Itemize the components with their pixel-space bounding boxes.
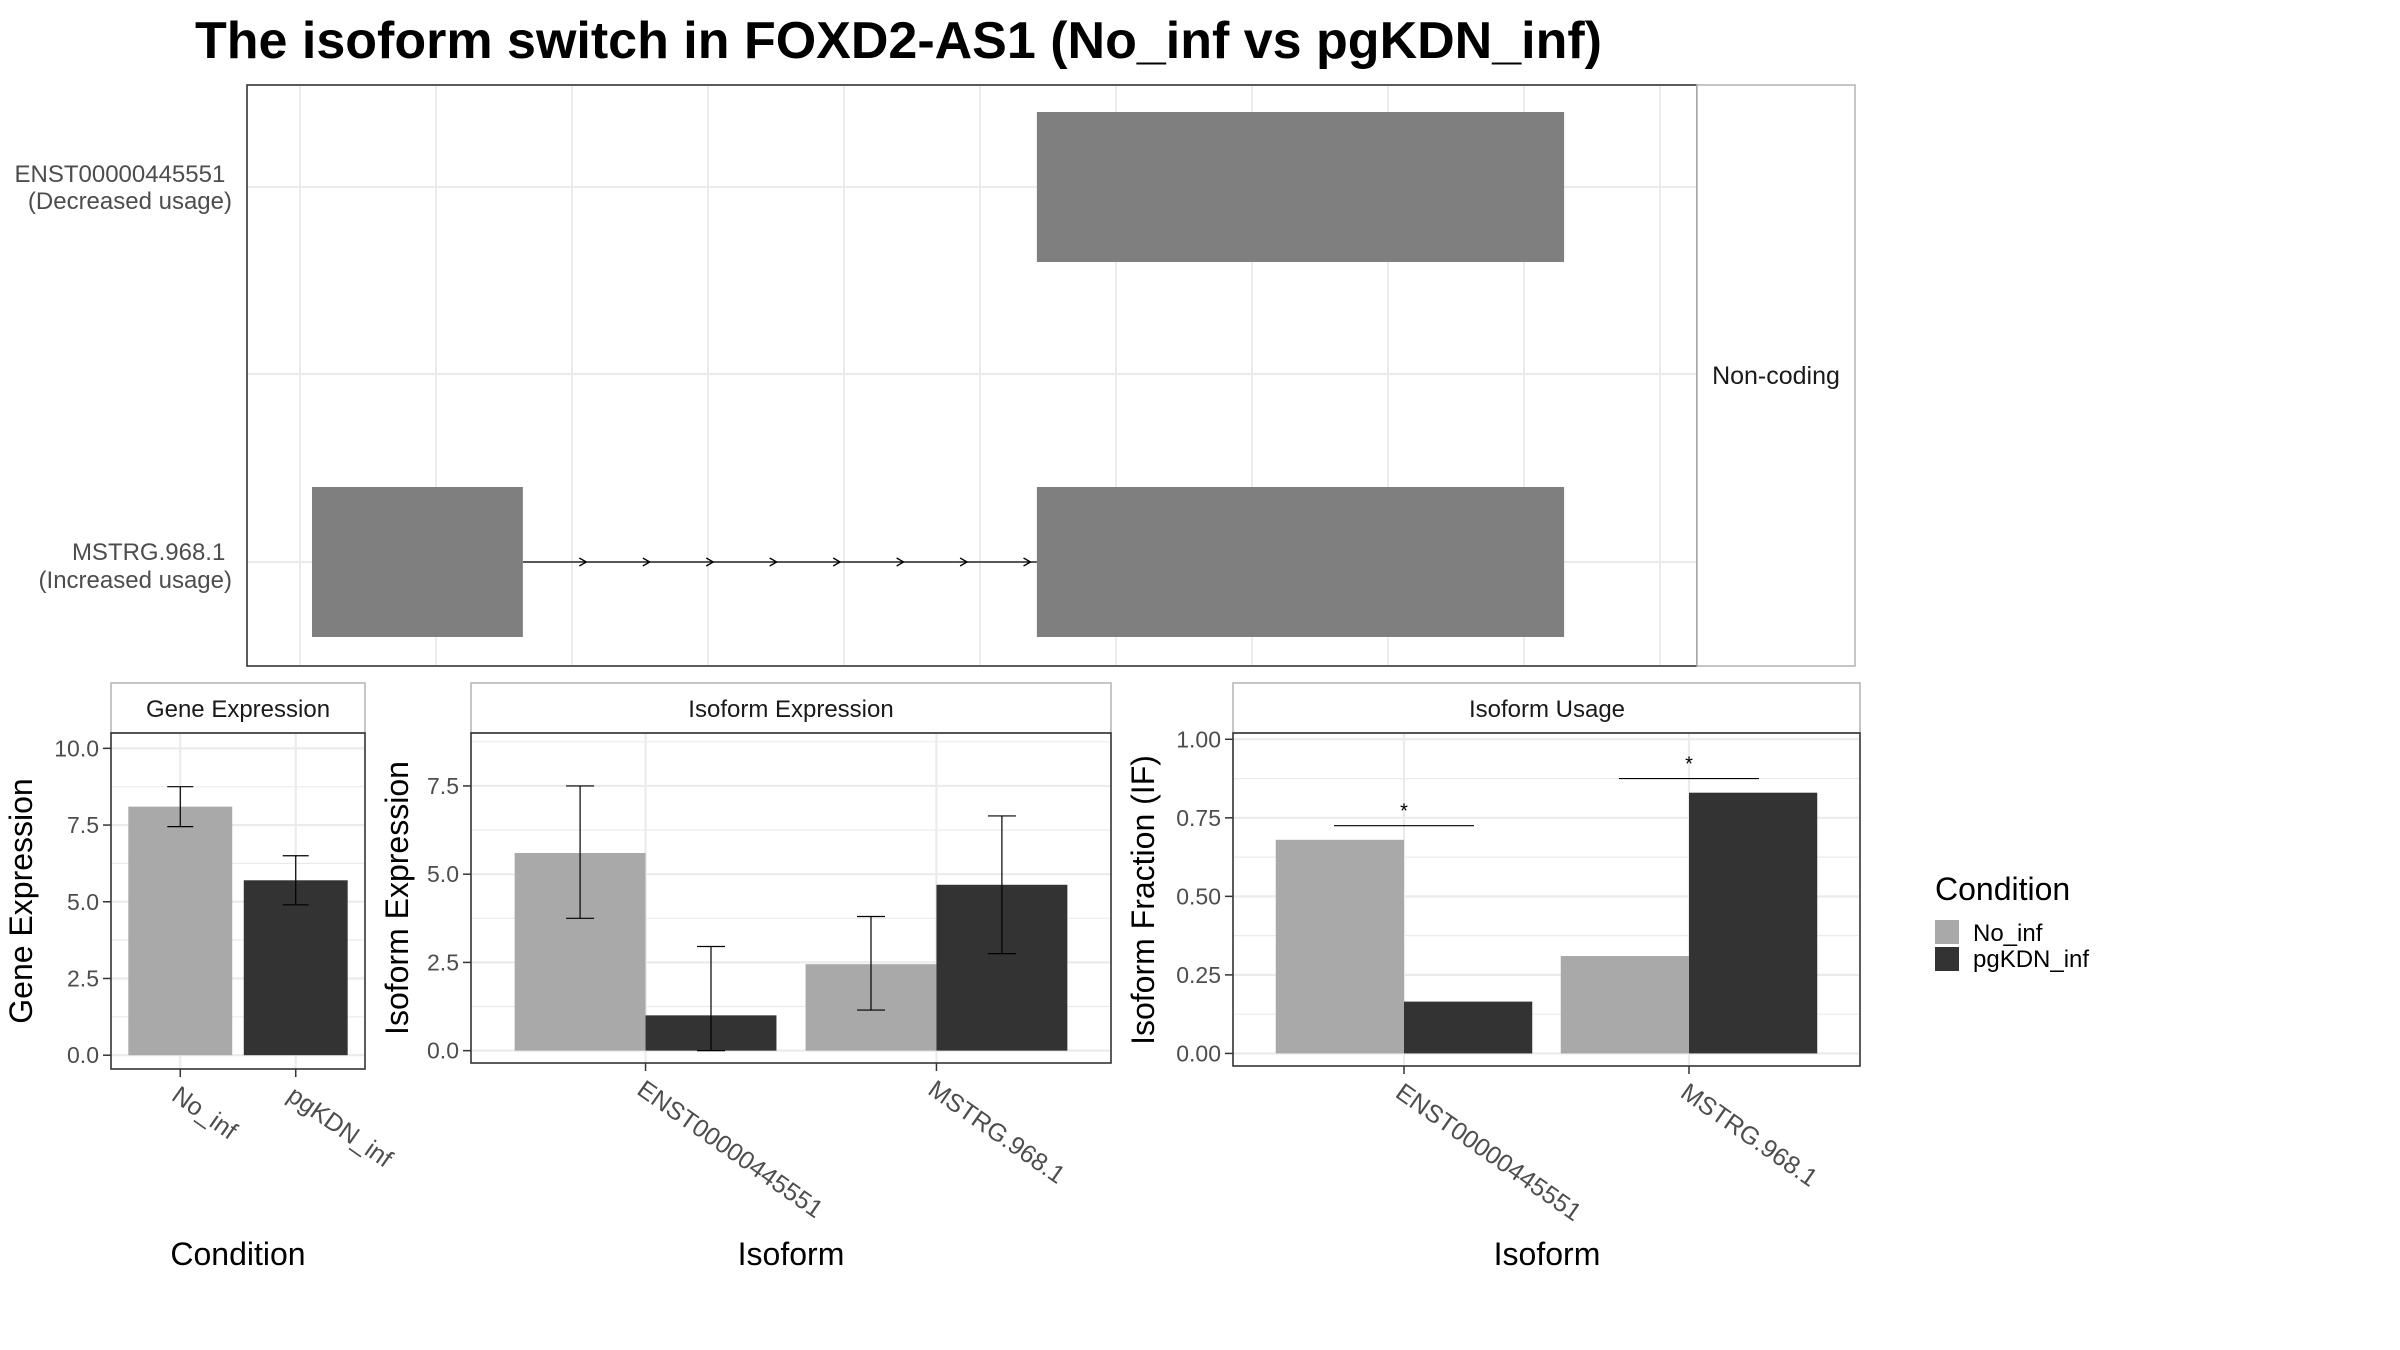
intron-arrow bbox=[896, 557, 905, 567]
intron-arrow bbox=[642, 557, 652, 567]
x-tick-label: MSTRG.968.1 bbox=[923, 1075, 1070, 1190]
intron-arrow bbox=[579, 557, 588, 567]
intron-arrow bbox=[832, 557, 842, 567]
isoform-expression-x-ticks: ENST00000445551 MSTRG.968.1 bbox=[632, 1063, 1070, 1224]
isoform-expression-x-axis-label: Isoform bbox=[738, 1236, 845, 1272]
bar-no-inf bbox=[1560, 956, 1689, 1054]
y-tick-label: 10.0 bbox=[54, 735, 99, 761]
gene-expression-x-axis-label: Condition bbox=[170, 1236, 305, 1272]
isoform-expression-strip bbox=[470, 682, 1112, 734]
isoform-expression-errorbars bbox=[566, 785, 1016, 1052]
bar-no-inf bbox=[128, 806, 233, 1056]
bar-pgkdn-inf bbox=[1404, 1001, 1533, 1054]
bar-pgkdn-inf bbox=[243, 880, 348, 1056]
isoform-expression-y-ticks: 0.0 2.5 5.0 7.5 bbox=[427, 773, 471, 1064]
y-tick-label: 0.25 bbox=[1176, 962, 1221, 988]
bar-pgkdn-inf bbox=[1689, 792, 1818, 1054]
isoform-usage-y-axis-label: Isoform Fraction (IF) bbox=[1125, 755, 1161, 1045]
x-tick-label: ENST00000445551 bbox=[632, 1075, 828, 1224]
intron-arrow bbox=[769, 557, 779, 567]
x-tick-label: ENST00000445551 bbox=[1391, 1078, 1587, 1227]
isoform-usage-panel: Isoform Usage ** 0.000.250.500.751.00 EN… bbox=[1125, 682, 1861, 1272]
gene-expression-y-ticks: 0.0 2.5 5.0 7.5 10.0 bbox=[54, 735, 111, 1068]
gene-expression-panel: Gene Expression 0.0 2.5 5.0 7.5 10.0 No_inf p… bbox=[3, 682, 397, 1272]
gene-expression-strip-title: Gene Expression bbox=[146, 696, 330, 723]
y-tick-label: 0.00 bbox=[1176, 1040, 1221, 1066]
gene-expression-panel-border bbox=[110, 732, 366, 1070]
legend-swatch-no-inf bbox=[1935, 920, 1959, 944]
legend-swatch-pgkdn-inf bbox=[1935, 947, 1959, 971]
exon-box bbox=[312, 487, 523, 637]
y-tick-label: 1.00 bbox=[1176, 726, 1221, 752]
y-tick-label: 5.0 bbox=[427, 861, 459, 887]
x-tick-label: No_inf bbox=[167, 1081, 242, 1145]
chart-title: The isoform switch in FOXD2-AS1 (No_inf … bbox=[195, 12, 1602, 70]
isoform-usage-strip-title: Isoform Usage bbox=[1469, 696, 1625, 723]
intron-lines bbox=[522, 557, 1037, 567]
isoform-structure-panel: Non-coding ENST00000445551 (Decreased us… bbox=[14, 84, 1856, 667]
x-tick-label: pgKDN_inf bbox=[282, 1081, 397, 1173]
legend-label-no-inf: No_inf bbox=[1973, 920, 2043, 947]
exon-boxes bbox=[312, 112, 1565, 637]
legend-title: Condition bbox=[1935, 871, 2070, 907]
isoform-usage-x-axis-label: Isoform bbox=[1494, 1236, 1601, 1272]
isoform-expression-panel: Isoform Expression 0.0 2.5 5.0 7.5 ENST0000… bbox=[379, 682, 1112, 1272]
gene-expression-bars bbox=[128, 806, 348, 1056]
y-tick-label: 0.75 bbox=[1176, 805, 1221, 831]
y-tick-label: 7.5 bbox=[427, 773, 459, 799]
significance-star: * bbox=[1685, 754, 1693, 776]
isoform-usage-panel-border bbox=[1232, 732, 1861, 1067]
isoform-usage-x-ticks: ENST00000445551 MSTRG.968.1 bbox=[1391, 1066, 1823, 1227]
isoform-usage-bars bbox=[1275, 792, 1818, 1054]
x-tick-label: MSTRG.968.1 bbox=[1676, 1078, 1823, 1193]
exon-box bbox=[1036, 112, 1565, 262]
isoform-usage-strip bbox=[1232, 682, 1861, 734]
isoform-label-mstrg: MSTRG.968.1 (Increased usage) bbox=[39, 539, 232, 594]
exon-box bbox=[1036, 487, 1565, 637]
isoform-label-enst: ENST00000445551 (Decreased usage) bbox=[14, 161, 232, 215]
intron-arrow bbox=[705, 557, 715, 567]
y-tick-label: 0.0 bbox=[67, 1042, 99, 1068]
intron-arrow bbox=[1023, 557, 1032, 567]
isoform-expression-strip-title: Isoform Expression bbox=[688, 696, 893, 723]
isoform-usage-y-ticks: 0.00 0.25 0.50 0.75 1.00 bbox=[1176, 726, 1233, 1066]
gene-expression-strip bbox=[110, 682, 366, 734]
y-tick-label: 0.50 bbox=[1176, 883, 1221, 909]
y-tick-label: 5.0 bbox=[67, 889, 99, 915]
legend-label-pgkdn-inf: pgKDN_inf bbox=[1973, 946, 2089, 973]
y-tick-label: 7.5 bbox=[67, 812, 99, 838]
y-tick-label: 2.5 bbox=[67, 965, 99, 991]
isoform-expression-panel-border bbox=[470, 732, 1112, 1064]
non-coding-strip bbox=[1696, 84, 1856, 667]
y-tick-label: 0.0 bbox=[427, 1038, 459, 1064]
legend: Condition No_inf pgKDN_inf bbox=[1935, 871, 2089, 973]
bar-no-inf bbox=[1275, 839, 1404, 1054]
gene-expression-x-ticks: No_inf pgKDN_inf bbox=[167, 1069, 397, 1173]
significance-star: * bbox=[1400, 801, 1408, 823]
y-tick-label: 2.5 bbox=[427, 949, 459, 975]
gene-expression-y-axis-label: Gene Expression bbox=[3, 778, 39, 1023]
isoform-usage-significance: ** bbox=[1334, 754, 1759, 827]
intron-arrow bbox=[959, 557, 969, 567]
isoform-expression-bars bbox=[514, 853, 1068, 1051]
non-coding-strip-label: Non-coding bbox=[1712, 362, 1840, 390]
gene-expression-errorbars bbox=[167, 786, 309, 906]
isoform-expression-y-axis-label: Isoform Expression bbox=[379, 761, 415, 1035]
